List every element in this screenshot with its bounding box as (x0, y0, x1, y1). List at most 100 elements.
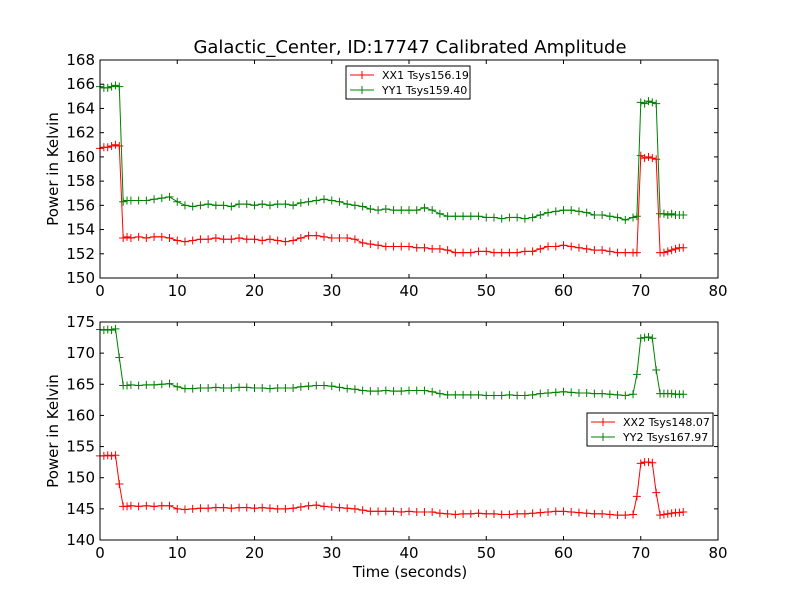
data-point (335, 234, 344, 243)
data-point (296, 198, 305, 207)
data-point (142, 234, 151, 243)
y-tick-label: 150 (66, 269, 95, 287)
data-point (489, 248, 498, 257)
x-tick-label: 30 (322, 282, 341, 300)
data-point (115, 353, 124, 362)
data-point (474, 247, 483, 256)
data-point (296, 502, 305, 511)
data-point (296, 382, 305, 391)
data-point (636, 459, 645, 468)
data-point (242, 235, 251, 244)
data-point (505, 390, 514, 399)
data-point (474, 390, 483, 399)
data-point (358, 238, 367, 247)
data-point (126, 501, 135, 510)
data-point (180, 201, 189, 210)
data-point (451, 390, 460, 399)
data-point (123, 381, 132, 390)
y-tick-label: 175 (66, 313, 95, 331)
data-point (123, 502, 132, 511)
data-point (281, 237, 290, 246)
data-point (420, 243, 429, 252)
data-point (381, 242, 390, 251)
data-point (188, 236, 197, 245)
data-point (180, 505, 189, 514)
data-point (374, 206, 383, 215)
x-tick-label: 20 (245, 544, 264, 562)
data-point (551, 388, 560, 397)
x-tick-label: 40 (399, 282, 418, 300)
data-point (420, 507, 429, 516)
data-point (621, 511, 630, 520)
legend-marker (358, 86, 366, 94)
data-point (126, 196, 135, 205)
data-point (489, 213, 498, 222)
data-point (134, 232, 143, 241)
data-point (412, 206, 421, 215)
data-point (528, 390, 537, 399)
data-point (497, 214, 506, 223)
data-point (443, 212, 452, 221)
data-point (103, 83, 112, 92)
y-tick-label: 154 (66, 221, 95, 239)
data-point (679, 507, 688, 516)
data-point (632, 370, 641, 379)
data-point (320, 195, 329, 204)
data-point (134, 381, 143, 390)
data-point (304, 231, 313, 240)
data-point (250, 235, 259, 244)
legend-label: XX1 Tsys156.19 (382, 69, 469, 82)
data-point (582, 389, 591, 398)
legend: XX1 Tsys156.19 YY1 Tsys159.40 (345, 65, 471, 100)
data-point (489, 509, 498, 518)
data-point (296, 234, 305, 243)
data-point (559, 387, 568, 396)
data-point (374, 241, 383, 250)
data-point (304, 197, 313, 206)
data-point (679, 390, 688, 399)
data-point (459, 212, 468, 221)
data-point (115, 479, 124, 488)
data-point (142, 501, 151, 510)
data-point (536, 244, 545, 253)
data-point (134, 196, 143, 205)
data-point (350, 201, 359, 210)
y-tick-label: 140 (66, 531, 95, 549)
data-point (605, 212, 614, 221)
data-point (123, 232, 132, 241)
data-point (544, 208, 553, 217)
data-point (590, 246, 599, 255)
data-point (671, 244, 680, 253)
data-point (656, 511, 665, 520)
data-point (567, 388, 576, 397)
data-point (242, 200, 251, 209)
data-point (412, 243, 421, 252)
data-point (663, 509, 672, 518)
data-point (459, 390, 468, 399)
data-point (397, 507, 406, 516)
data-point (250, 504, 259, 513)
data-point (111, 81, 120, 90)
data-point (613, 213, 622, 222)
data-point (551, 242, 560, 251)
data-point (466, 390, 475, 399)
data-point (366, 507, 375, 516)
data-point (111, 324, 120, 333)
data-point (358, 386, 367, 395)
data-point (374, 507, 383, 516)
y-tick-label: 156 (66, 196, 95, 214)
data-point (289, 504, 298, 513)
data-point (652, 488, 661, 497)
data-point (629, 390, 638, 399)
data-point (312, 196, 321, 205)
data-point (435, 209, 444, 218)
data-point (99, 451, 108, 460)
data-point (150, 502, 159, 511)
chart-panel-2: 0 10 20 30 40 50 60 70 80 140 145 150 155 160 165 170 17… (44, 313, 728, 562)
data-point (157, 194, 166, 203)
data-point (327, 382, 336, 391)
data-point (482, 213, 491, 222)
data-point (157, 380, 166, 389)
data-point (405, 386, 413, 395)
data-point (107, 451, 116, 460)
